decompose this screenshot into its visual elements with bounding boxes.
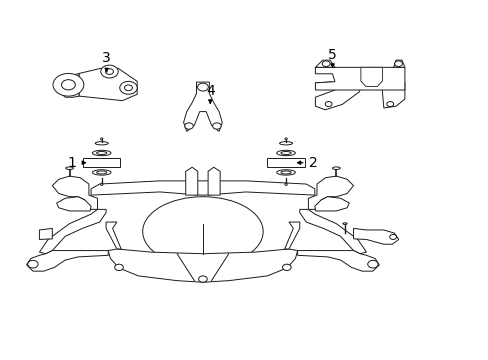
Polygon shape [314,197,348,211]
Ellipse shape [276,170,295,175]
Circle shape [197,83,208,91]
Circle shape [105,69,113,75]
Polygon shape [83,158,120,167]
Ellipse shape [281,171,290,174]
Circle shape [120,81,137,94]
Circle shape [198,276,207,282]
Polygon shape [308,176,353,210]
Polygon shape [57,197,91,211]
Text: 4: 4 [205,84,214,104]
Ellipse shape [279,141,292,145]
Circle shape [282,264,290,270]
Circle shape [61,80,75,90]
Text: 1: 1 [68,156,85,170]
Polygon shape [393,60,404,67]
Text: 5: 5 [327,48,336,68]
Polygon shape [315,60,334,67]
Polygon shape [315,67,404,90]
Ellipse shape [92,150,111,156]
Ellipse shape [92,170,111,175]
Polygon shape [79,68,137,101]
Polygon shape [91,181,314,195]
Polygon shape [106,222,121,249]
Ellipse shape [342,223,346,224]
Ellipse shape [101,183,102,185]
Polygon shape [284,222,299,249]
Circle shape [367,260,377,268]
Circle shape [101,65,118,78]
Circle shape [394,61,402,67]
Text: 2: 2 [297,156,317,170]
Polygon shape [52,176,97,210]
Ellipse shape [65,167,73,170]
Ellipse shape [97,171,106,174]
Polygon shape [40,228,52,239]
Circle shape [325,102,331,107]
Circle shape [124,85,132,91]
Text: 3: 3 [102,51,111,72]
Circle shape [212,123,221,129]
Polygon shape [58,73,79,97]
Polygon shape [267,158,304,167]
Polygon shape [353,228,398,244]
Ellipse shape [281,152,290,154]
Polygon shape [183,82,222,131]
Polygon shape [26,251,108,271]
Ellipse shape [97,152,106,154]
Ellipse shape [101,138,102,140]
Circle shape [184,123,193,129]
Ellipse shape [142,197,263,266]
Polygon shape [315,83,360,110]
Circle shape [53,73,83,96]
Ellipse shape [285,183,286,185]
Circle shape [386,102,393,107]
Circle shape [322,61,329,67]
Circle shape [115,264,123,270]
Polygon shape [299,210,366,254]
Polygon shape [360,67,382,86]
Ellipse shape [332,167,340,170]
Polygon shape [382,83,404,108]
Polygon shape [208,167,220,195]
Polygon shape [108,249,297,282]
Circle shape [389,234,396,239]
Ellipse shape [285,138,286,140]
Polygon shape [185,167,197,195]
Polygon shape [40,210,106,254]
Ellipse shape [95,141,108,145]
Circle shape [28,260,38,268]
Ellipse shape [276,150,295,156]
Polygon shape [297,251,379,271]
